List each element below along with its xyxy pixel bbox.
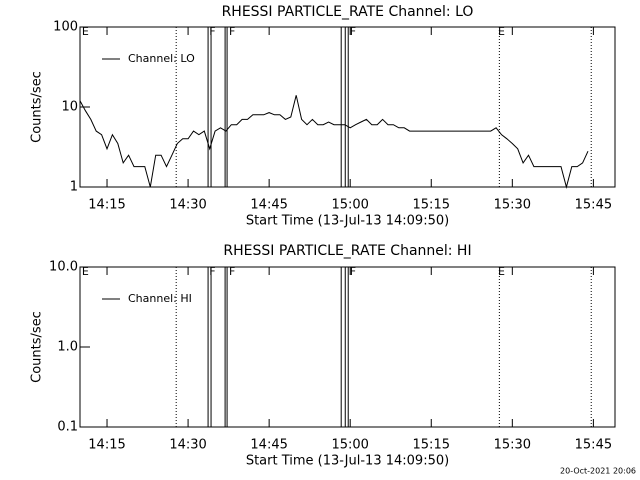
x-tick-label: 15:00 <box>331 198 368 213</box>
chart-title: RHESSI PARTICLE_RATE Channel: LO <box>222 4 474 20</box>
x-tick-label: 15:15 <box>413 198 450 213</box>
y-tick-label: 1 <box>70 180 78 195</box>
data-line <box>79 95 589 189</box>
x-tick-label: 14:45 <box>250 198 287 213</box>
flag-annotation: E <box>498 265 505 278</box>
flag-annotation: F <box>229 25 235 38</box>
flag-annotation: F <box>209 265 215 278</box>
x-tick-label: 15:30 <box>494 438 531 453</box>
flag-annotation: F <box>229 265 235 278</box>
flag-annotation: E <box>82 265 89 278</box>
y-tick-label: 1.0 <box>57 340 78 355</box>
y-tick-label: 10.0 <box>49 260 78 275</box>
flag-annotation: F <box>350 25 356 38</box>
y-tick-label: 0.1 <box>57 420 78 435</box>
y-tick-label: 10 <box>61 100 78 115</box>
chart-title: RHESSI PARTICLE_RATE Channel: HI <box>223 243 471 259</box>
flag-annotation: E <box>498 25 505 38</box>
x-tick-label: 15:00 <box>331 438 368 453</box>
x-tick-label: 14:45 <box>250 438 287 453</box>
flag-annotation: F <box>209 25 215 38</box>
x-tick-label: 14:15 <box>88 438 125 453</box>
legend-label: Channel: LO <box>128 52 195 65</box>
x-tick-label: 15:45 <box>575 438 612 453</box>
legend-label: Channel: HI <box>128 292 192 305</box>
x-tick-label: 15:15 <box>413 438 450 453</box>
x-tick-label: 14:15 <box>88 198 125 213</box>
x-tick-label: 15:30 <box>494 198 531 213</box>
y-axis-label: Counts/sec <box>30 71 45 143</box>
x-tick-label: 15:45 <box>575 198 612 213</box>
flag-annotation: E <box>82 25 89 38</box>
y-tick-label: 100 <box>53 20 78 35</box>
y-axis-label: Counts/sec <box>30 311 45 383</box>
x-axis-label: Start Time (13-Jul-13 14:09:50) <box>246 214 449 229</box>
x-tick-label: 14:30 <box>169 198 206 213</box>
x-axis-label: Start Time (13-Jul-13 14:09:50) <box>246 454 449 469</box>
flag-annotation: F <box>350 265 356 278</box>
footer-date: 20-Oct-2021 20:06 <box>560 467 636 476</box>
x-tick-label: 14:30 <box>169 438 206 453</box>
